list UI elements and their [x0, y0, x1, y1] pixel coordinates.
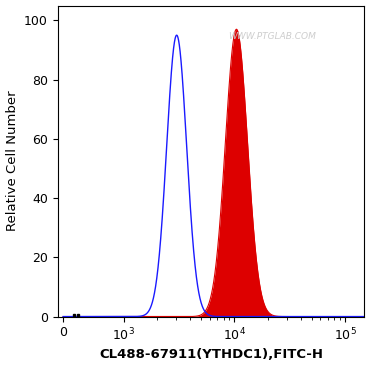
Y-axis label: Relative Cell Number: Relative Cell Number — [6, 91, 18, 231]
X-axis label: CL488-67911(YTHDC1),FITC-H: CL488-67911(YTHDC1),FITC-H — [99, 348, 323, 361]
Text: WWW.PTGLAB.COM: WWW.PTGLAB.COM — [229, 32, 316, 41]
